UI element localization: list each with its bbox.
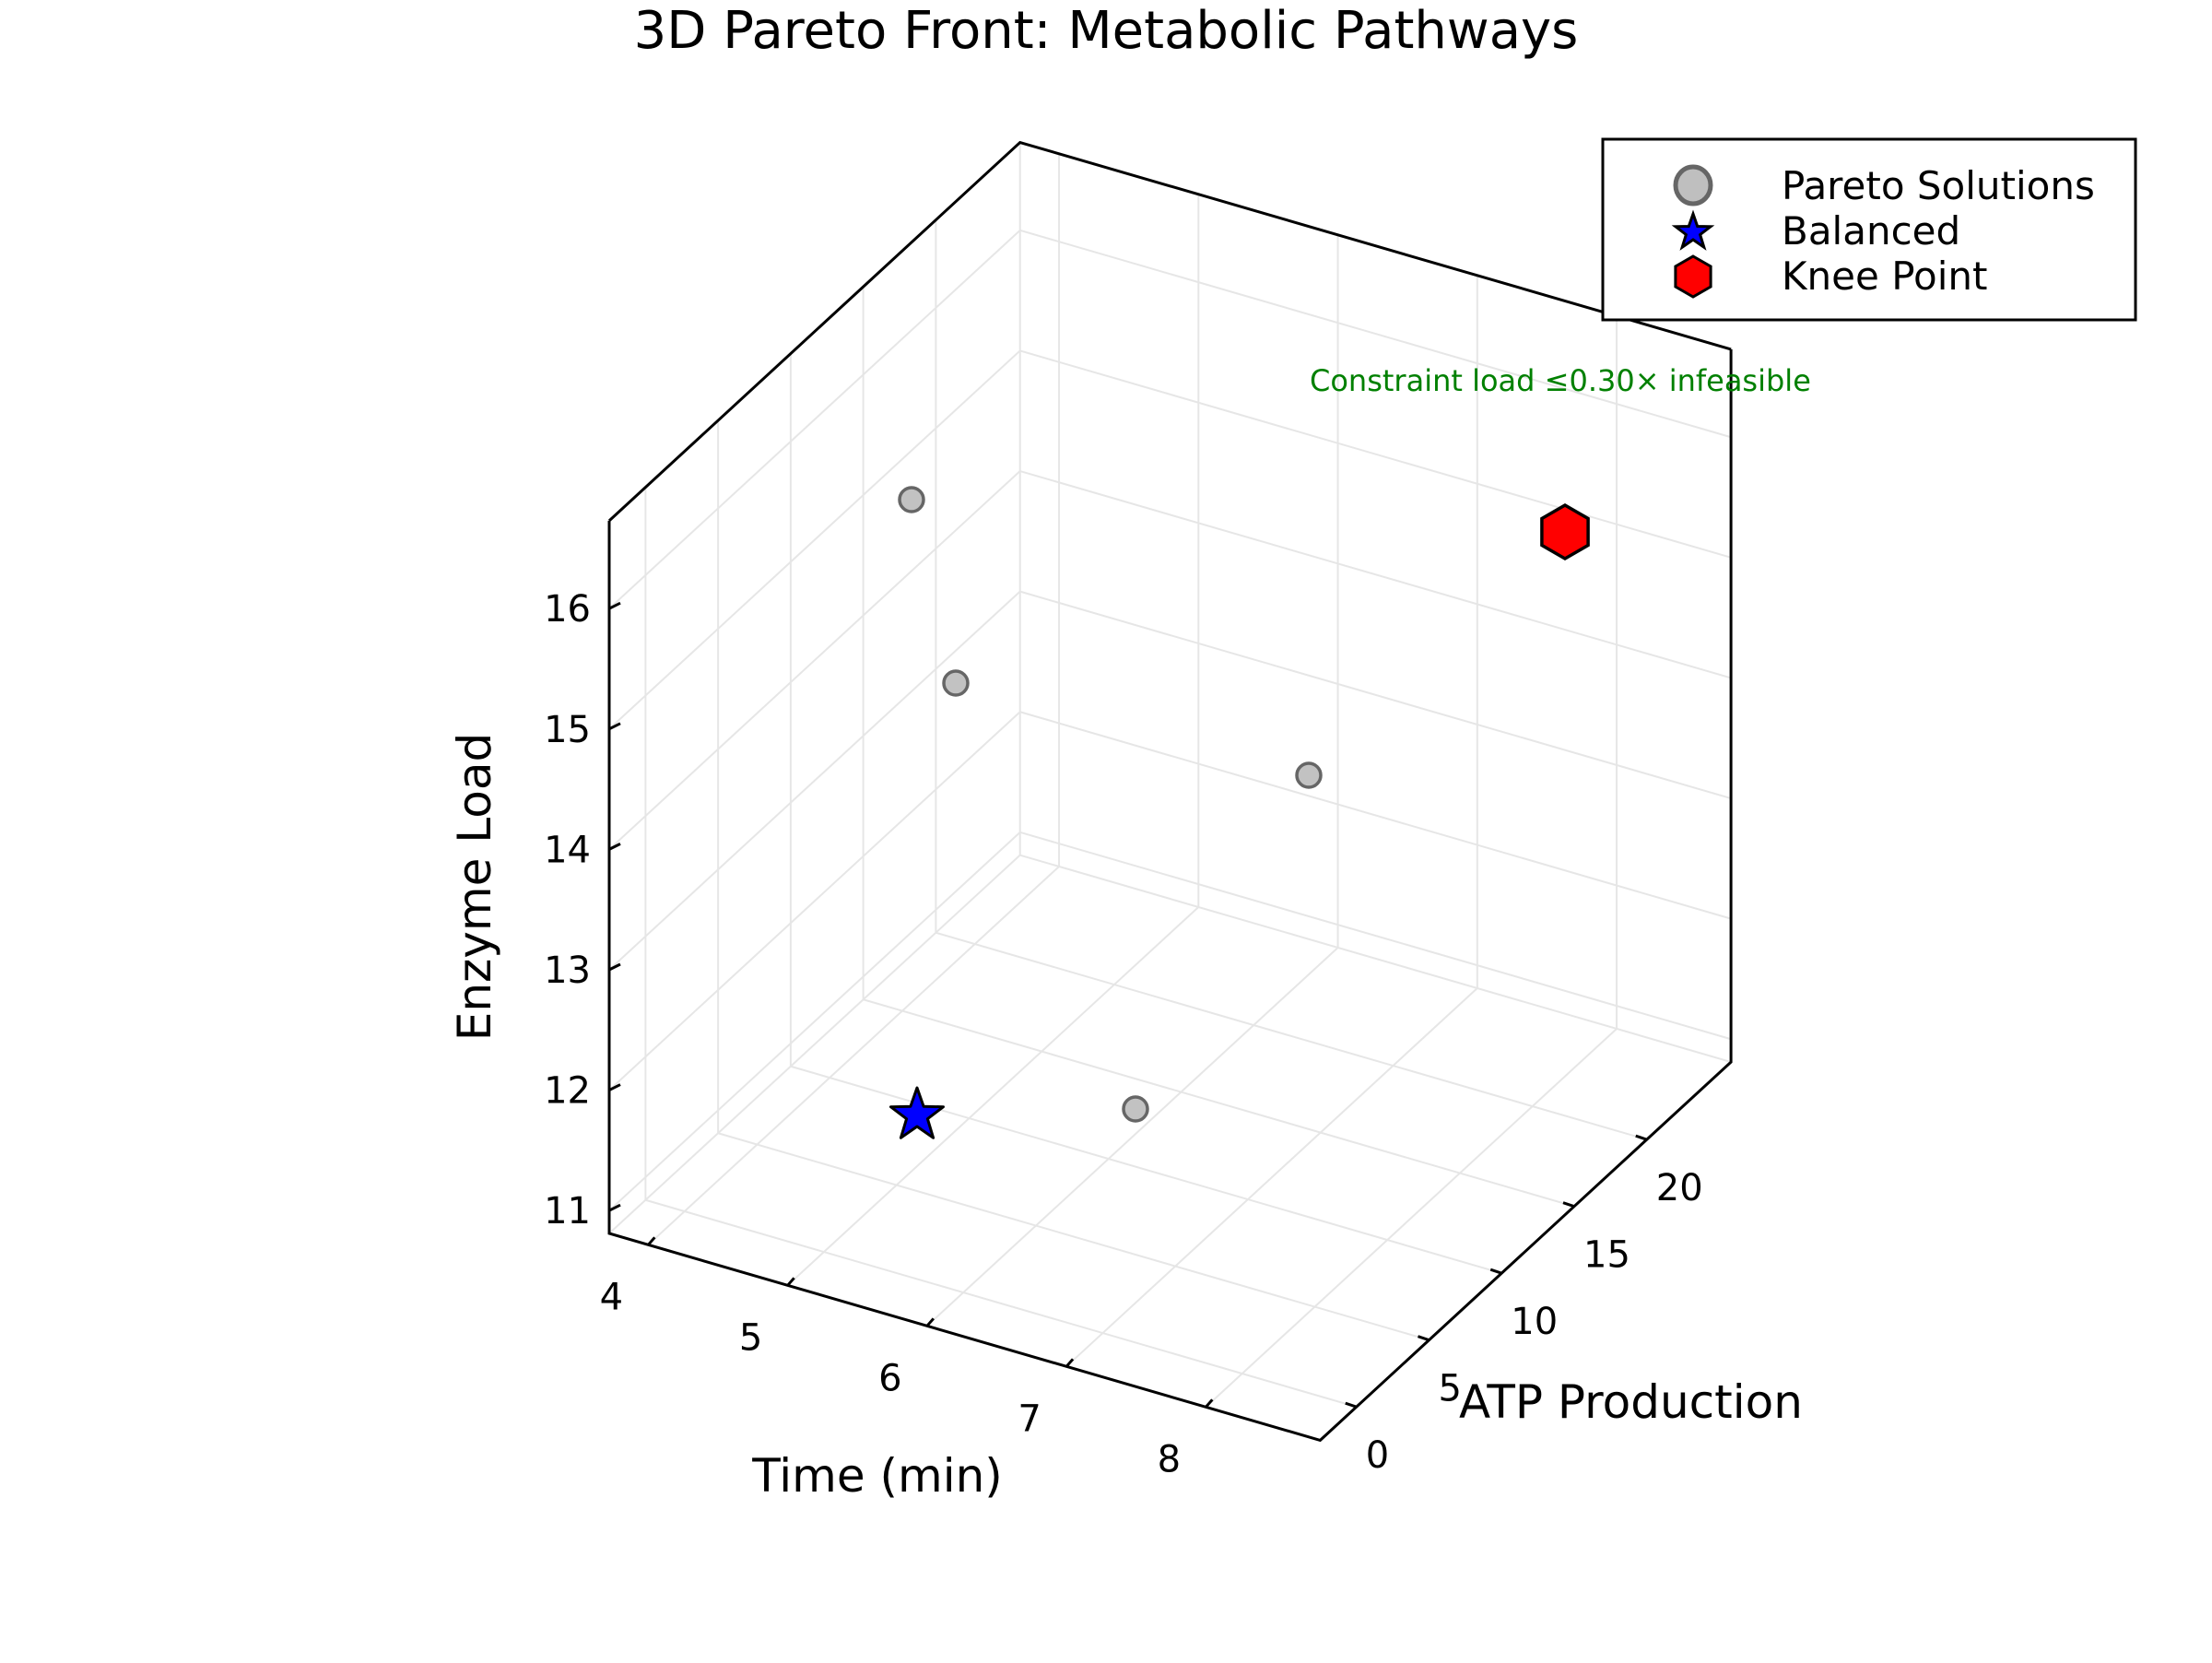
backwall-grid-z [1019, 590, 1732, 799]
pareto-solution-point [898, 486, 925, 513]
x-tick-label: 5 [739, 1316, 762, 1359]
grid-lines [608, 142, 1732, 1409]
z-tick-label: 11 [544, 1190, 591, 1233]
x-tick [1065, 1358, 1075, 1368]
z-tick [608, 962, 621, 972]
floor-grid-y [790, 1065, 1502, 1275]
data-points [889, 486, 1590, 1139]
legend-label-knee: Knee Point [1782, 254, 1987, 299]
backwall-grid-z [1019, 349, 1732, 559]
sidewall-grid-z [608, 470, 1021, 851]
y-tick [1489, 1268, 1502, 1275]
y-tick-label: 0 [1366, 1434, 1389, 1477]
floor-grid-y [863, 998, 1575, 1208]
floor-grid-x [1205, 1028, 1618, 1409]
legend-item-pareto: Pareto Solutions [1673, 163, 2095, 208]
hexagon-marker-icon [1674, 254, 1712, 299]
z-tick-label: 13 [544, 949, 591, 992]
pane-edge [1019, 854, 1732, 1064]
y-tick-label: 15 [1583, 1234, 1630, 1277]
x-tick-label: 6 [878, 1357, 901, 1399]
x-tick [647, 1236, 656, 1246]
x-tick-label: 7 [1018, 1398, 1041, 1440]
floor-grid-y [717, 1132, 1430, 1341]
y-tick-label: 20 [1656, 1167, 1703, 1209]
x-tick-label: 4 [600, 1276, 623, 1318]
legend-label-balanced: Balanced [1782, 208, 1960, 254]
z-tick-label: 14 [544, 829, 591, 871]
chart-title: 3D Pareto Front: Metabolic Pathways [634, 1, 1579, 61]
axis-ticks: 4 5 6 7 8 0 5 10 15 20 11 12 13 14 15 16 [544, 588, 1703, 1480]
y-tick [1635, 1134, 1648, 1141]
backwall-grid-z [1019, 229, 1732, 439]
x-tick-label: 8 [1158, 1438, 1181, 1480]
backwall-grid-z [1019, 831, 1732, 1041]
sidewall-grid-z [608, 711, 1021, 1091]
circle-marker-icon [1673, 164, 1713, 206]
z-axis-label: Enzyme Load [448, 733, 501, 1041]
y-tick [1562, 1201, 1575, 1209]
sidewall-grid-z [608, 832, 1021, 1211]
constraint-annotation: Constraint load ≤0.30× infeasible [1310, 363, 1811, 398]
z-tick [608, 722, 621, 731]
floor-grid-y [645, 1198, 1358, 1409]
pane-edge [608, 854, 1021, 1234]
pareto-solution-point [942, 669, 970, 697]
axes-frame [607, 140, 1733, 1443]
floor-grid-x [647, 866, 1060, 1246]
legend-label-pareto: Pareto Solutions [1782, 163, 2095, 208]
legend-item-balanced: Balanced [1671, 208, 1960, 254]
z-tick-label: 15 [544, 709, 591, 751]
floor-grid-x [926, 947, 1339, 1327]
x-tick [1205, 1398, 1214, 1409]
legend-item-knee: Knee Point [1674, 254, 1987, 299]
knee-point-hexagon [1540, 502, 1590, 561]
floor-grid-y [935, 931, 1648, 1141]
y-axis-label: ATP Production [1459, 1375, 1803, 1429]
axes-box-edges [607, 348, 1733, 1443]
z-tick-label: 16 [544, 588, 591, 631]
axes-box-top-edges [607, 140, 1732, 522]
z-tick [608, 1203, 621, 1212]
floor-grid-x [1065, 987, 1478, 1368]
floor-grid-x [786, 906, 1200, 1287]
z-tick [608, 843, 621, 851]
z-tick [608, 601, 621, 610]
backwall-grid-z [1019, 470, 1732, 679]
y-tick-label: 10 [1511, 1301, 1558, 1343]
x-tick [786, 1277, 795, 1287]
balanced-star-point [889, 1086, 945, 1139]
y-tick [1418, 1335, 1430, 1342]
star-marker-icon [1671, 209, 1715, 251]
x-tick [925, 1317, 935, 1327]
sidewall-grid-z [608, 349, 1021, 730]
y-tick [1345, 1401, 1358, 1409]
sidewall-grid-z [608, 230, 1021, 609]
y-tick-label: 5 [1439, 1368, 1462, 1410]
sidewall-grid-z [608, 590, 1021, 971]
z-tick-label: 12 [544, 1070, 591, 1113]
backwall-grid-z [1019, 711, 1732, 920]
legend: Pareto Solutions Balanced Knee Point [1601, 137, 2137, 322]
x-axis-label: Time (min) [751, 1449, 1003, 1503]
pareto-solution-point [1295, 761, 1323, 789]
z-tick [608, 1083, 621, 1091]
pareto-solution-point [1122, 1095, 1149, 1123]
